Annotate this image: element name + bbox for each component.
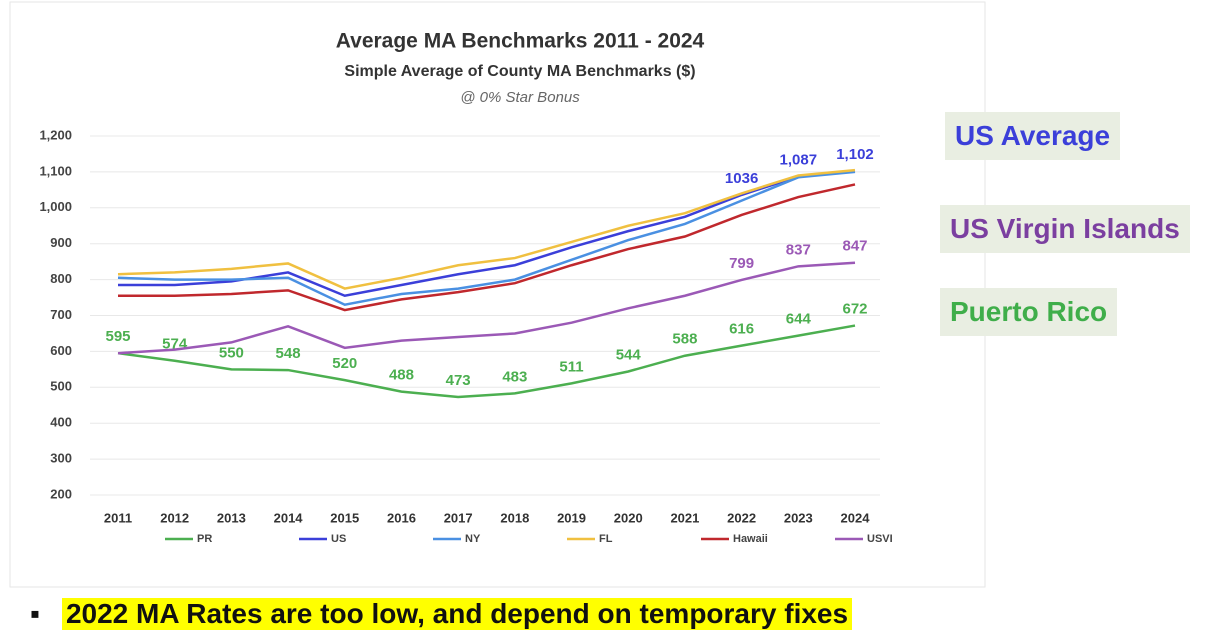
data-label: 1,102 (836, 146, 874, 163)
y-tick-label: 200 (50, 486, 72, 501)
series-line (117, 324, 856, 399)
x-tick-label: 2012 (160, 510, 189, 525)
x-tick-label: 2021 (670, 510, 699, 525)
legend-label: FL (599, 533, 613, 545)
data-label: 473 (446, 372, 471, 389)
bullet-text: 2022 MA Rates are too low, and depend on… (61, 598, 853, 630)
data-label: 847 (842, 238, 867, 255)
data-label: 644 (786, 311, 812, 328)
x-tick-label: 2016 (387, 510, 416, 525)
x-tick-label: 2024 (841, 510, 871, 525)
data-label: 548 (276, 345, 301, 362)
callout: US Virgin Islands (940, 205, 1190, 253)
chart: Average MA Benchmarks 2011 - 2024 Simple… (9, 1, 986, 588)
callout: US Average (945, 112, 1121, 160)
data-label: 616 (729, 321, 754, 338)
chart-subtitle: Simple Average of County MA Benchmarks (… (344, 63, 695, 80)
data-label: 595 (105, 328, 130, 345)
x-tick-label: 2017 (444, 510, 473, 525)
y-tick-label: 600 (50, 343, 72, 358)
x-tick-label: 2014 (274, 510, 304, 525)
legend-label: PR (197, 533, 212, 545)
y-tick-label: 300 (50, 451, 72, 466)
x-tick-label: 2013 (217, 510, 246, 525)
legend-label: USVI (867, 533, 893, 545)
x-tick-label: 2018 (500, 510, 529, 525)
data-label: 488 (389, 367, 414, 384)
chart-note: @ 0% Star Bonus (460, 89, 580, 106)
series-line (117, 168, 856, 290)
y-tick-label: 1,100 (39, 163, 72, 178)
x-tick-label: 2019 (557, 510, 586, 525)
data-label: 520 (332, 355, 357, 372)
x-tick-label: 2015 (330, 510, 359, 525)
y-tick-label: 800 (50, 271, 72, 286)
data-label: 544 (616, 346, 642, 363)
x-tick-label: 2023 (784, 510, 813, 525)
x-tick-label: 2020 (614, 510, 643, 525)
data-label: 511 (559, 358, 583, 375)
data-label: 1,087 (780, 152, 818, 169)
data-label: 837 (786, 241, 811, 258)
legend-label: US (331, 533, 346, 545)
y-tick-label: 1,000 (39, 199, 72, 214)
bullet: ▪ 2022 MA Rates are too low, and depend o… (30, 598, 853, 630)
data-label: 483 (502, 368, 527, 385)
chart-frame (9, 1, 986, 588)
series-line (117, 261, 856, 355)
chart-title: Average MA Benchmarks 2011 - 2024 (336, 30, 705, 53)
bullet-marker: ▪ (30, 598, 40, 629)
series-line (117, 170, 856, 307)
y-tick-label: 700 (50, 307, 72, 322)
x-tick-label: 2011 (104, 510, 132, 525)
y-tick-label: 400 (50, 415, 72, 430)
data-label: 799 (729, 255, 754, 272)
data-label: 1036 (725, 170, 758, 187)
y-tick-label: 1,200 (39, 127, 72, 142)
series-line (118, 183, 856, 312)
legend-label: NY (465, 533, 481, 545)
legend-label: Hawaii (733, 533, 768, 545)
data-label: 550 (219, 344, 244, 361)
y-tick-label: 500 (50, 379, 72, 394)
y-tick-label: 900 (50, 235, 72, 250)
data-label: 672 (842, 301, 867, 318)
x-tick-label: 2022 (727, 510, 756, 525)
data-label: 588 (672, 331, 697, 348)
callout: Puerto Rico (940, 288, 1118, 336)
